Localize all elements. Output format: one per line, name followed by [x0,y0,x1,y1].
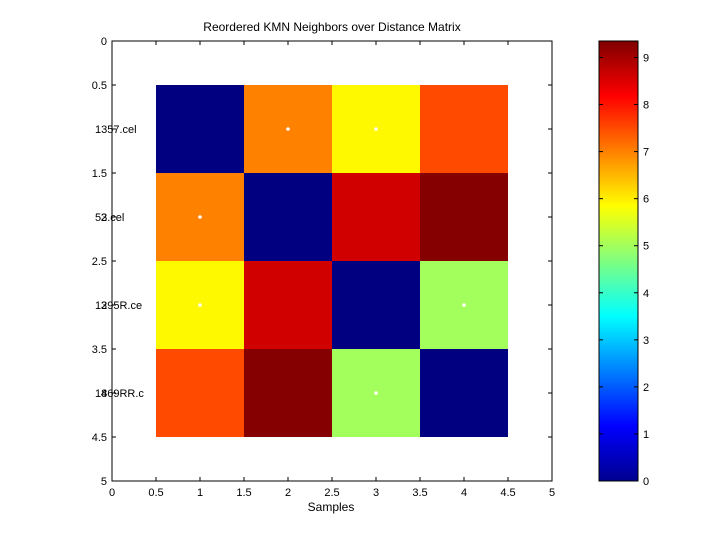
colorbar: 0 1 2 3 4 5 6 7 8 9 [598,40,649,488]
colorbar-tick-label: 2 [643,382,649,394]
neighbor-marker [374,391,378,395]
colorbar-tick-label: 6 [643,194,649,206]
colorbar-tick-label: 0 [643,476,649,488]
x-tick-label: 1 [197,487,203,499]
neighbor-marker [374,127,378,131]
neighbor-marker [286,127,290,131]
y-tick-label: 3.5 [92,344,107,356]
heatmap-cell [244,261,332,349]
heatmap-cell [156,349,244,437]
row-sample-label: 1869RR.c [95,388,144,400]
colorbar-tick-label: 9 [643,52,649,64]
y-tick-label: 5 [101,476,107,488]
heatmap-cell [420,349,508,437]
heatmap-cell [244,349,332,437]
neighbor-marker [198,215,202,219]
heatmap-cell [420,173,508,261]
row-sample-label: 53.cel [95,212,124,224]
heatmap-cell [156,85,244,173]
x-tick-label: 3 [373,487,379,499]
x-axis-label: Samples [308,500,355,514]
colorbar-tick-label: 8 [643,100,649,112]
heatmap-cell [420,85,508,173]
y-tick-label: 0 [101,36,107,48]
x-tick-label: 1.5 [236,487,251,499]
x-tick-label: 0.5 [148,487,163,499]
x-tick-label: 3.5 [412,487,427,499]
x-tick-label: 2.5 [324,487,339,499]
heatmap-cell [244,173,332,261]
heatmap-cell [332,173,420,261]
colorbar-tick-label: 7 [643,147,649,159]
heatmap-cell [332,261,420,349]
y-tick-label: 2 [101,212,107,224]
neighbor-marker [462,303,466,307]
row-sample-label: 1295R.ce [95,300,142,312]
x-tick-label: 0 [109,487,115,499]
y-tick-label: 1.5 [92,168,107,180]
row-sample-label: 1357.cel [95,124,137,136]
x-tick-label: 4.5 [500,487,515,499]
colorbar-gradient [598,40,639,482]
chart-title: Reordered KMN Neighbors over Distance Ma… [203,20,460,34]
y-tick-label: 4.5 [92,432,107,444]
y-tick-label: 4 [101,388,107,400]
y-tick-label: 3 [101,300,107,312]
colorbar-tick-label: 3 [643,335,649,347]
y-tick-label: 0.5 [92,80,107,92]
neighbor-marker [198,303,202,307]
colorbar-tick-label: 4 [643,288,649,300]
y-tick-label: 2.5 [92,256,107,268]
colorbar-tick-label: 1 [643,429,649,441]
x-tick-label: 5 [549,487,555,499]
colorbar-tick-label: 5 [643,241,649,253]
x-tick-label: 2 [285,487,291,499]
x-tick-label: 4 [461,487,467,499]
